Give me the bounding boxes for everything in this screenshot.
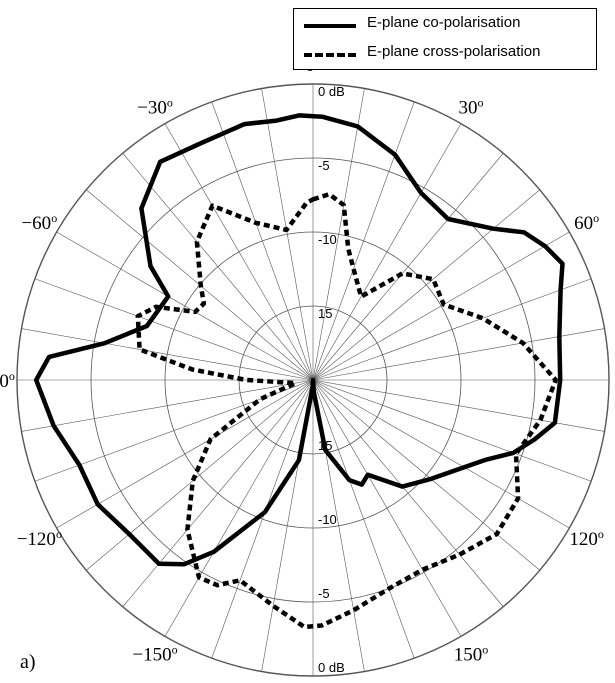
grid-spoke bbox=[312, 153, 504, 381]
grid-spoke bbox=[211, 379, 314, 659]
radial-tick-label: 15 bbox=[318, 306, 332, 321]
legend-swatch-dotted bbox=[304, 53, 356, 57]
grid-spoke bbox=[21, 379, 314, 432]
grid-spoke bbox=[312, 88, 365, 381]
grid-spoke bbox=[122, 153, 314, 381]
grid-spoke bbox=[312, 101, 415, 381]
radial-tick-label: 0 dB bbox=[318, 660, 345, 675]
grid-spoke bbox=[56, 231, 314, 381]
grid-spoke bbox=[122, 379, 314, 607]
radial-tick-label: -5 bbox=[318, 586, 330, 601]
grid-spoke bbox=[86, 379, 314, 571]
grid-spoke bbox=[312, 328, 605, 381]
grid-spoke bbox=[312, 278, 592, 381]
angle-tick-label: 60o bbox=[574, 211, 599, 234]
legend-item-cross-polarisation: E-plane cross-polarisation bbox=[294, 42, 596, 66]
angle-tick-label: 150o bbox=[454, 643, 489, 666]
grid-spoke bbox=[312, 379, 462, 637]
grid-spoke bbox=[34, 278, 314, 381]
grid-spoke bbox=[164, 123, 314, 381]
radial-tick-label: 0 dB bbox=[318, 84, 345, 99]
grid-spoke bbox=[312, 123, 462, 381]
grid-spoke bbox=[261, 88, 314, 381]
radial-tick-label: -10 bbox=[318, 232, 337, 247]
radial-tick-label: -10 bbox=[318, 512, 337, 527]
grid-spoke bbox=[312, 379, 592, 482]
angle-tick-label: −120o bbox=[17, 527, 62, 550]
legend-label: E-plane cross-polarisation bbox=[367, 43, 541, 60]
angle-tick-label: 120o bbox=[569, 527, 604, 550]
angle-tick-label: 30o bbox=[459, 95, 484, 118]
series-cross-polarisation bbox=[135, 191, 558, 630]
legend-label: E-plane co-polarisation bbox=[367, 14, 521, 31]
legend: E-plane co-polarisation E-plane cross-po… bbox=[293, 8, 597, 70]
grid-spoke bbox=[164, 379, 314, 637]
grid-spoke bbox=[312, 379, 570, 529]
angle-tick-label: −90o bbox=[0, 369, 15, 392]
grid-spoke bbox=[56, 379, 314, 529]
grid-spoke bbox=[312, 231, 570, 381]
panel-label: a) bbox=[20, 651, 36, 673]
angle-tick-label: −150o bbox=[132, 643, 177, 666]
grid-spoke bbox=[312, 379, 504, 607]
legend-swatch-solid bbox=[304, 24, 356, 28]
grid-spoke bbox=[312, 379, 540, 571]
grid-spoke bbox=[312, 189, 540, 381]
angle-tick-label: −30o bbox=[137, 95, 173, 118]
angle-labels: 0o30o60o90o120o150o180o−150o−120o−90o−60… bbox=[0, 53, 604, 666]
grid-spoke bbox=[21, 328, 314, 381]
grid-spoke bbox=[211, 101, 314, 381]
grid-spoke bbox=[312, 379, 415, 659]
angle-tick-label: −60o bbox=[21, 211, 57, 234]
legend-item-co-polarisation: E-plane co-polarisation bbox=[294, 13, 596, 37]
radial-tick-label: -5 bbox=[318, 158, 330, 173]
series-co-polarisation bbox=[33, 113, 565, 567]
